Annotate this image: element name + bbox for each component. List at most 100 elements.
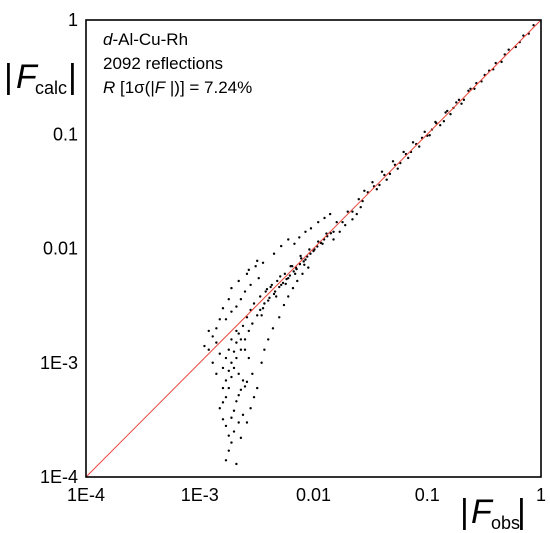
data-point — [263, 302, 266, 305]
data-point — [256, 259, 259, 263]
data-point — [317, 240, 320, 243]
y-tick-label: 1E-3 — [40, 353, 78, 373]
data-point — [224, 356, 228, 360]
data-point — [237, 372, 240, 376]
data-point — [221, 307, 225, 310]
data-point — [500, 60, 503, 64]
data-point — [272, 292, 276, 296]
y-tick-label: 0.01 — [43, 239, 78, 259]
data-point — [221, 386, 225, 390]
data-point — [309, 227, 313, 230]
data-point — [329, 232, 333, 235]
plot-frame — [85, 19, 542, 478]
data-point — [215, 327, 218, 330]
data-point — [218, 407, 221, 410]
data-point — [296, 279, 299, 283]
reference-line — [85, 19, 542, 478]
data-point — [211, 361, 214, 364]
data-point — [302, 260, 305, 263]
data-point — [279, 275, 282, 278]
r-end: |)] = 7.24% — [165, 78, 252, 97]
data-point — [263, 348, 266, 351]
data-point — [455, 101, 458, 104]
data-point — [239, 388, 243, 391]
data-point — [249, 283, 252, 287]
data-point — [227, 434, 230, 437]
data-point — [359, 205, 362, 209]
data-point — [239, 297, 243, 301]
x-tick-label: 1E-4 — [67, 485, 105, 505]
data-point — [494, 61, 497, 65]
data-point — [281, 281, 285, 285]
data-point — [271, 327, 275, 330]
data-point — [221, 366, 225, 370]
data-point — [227, 348, 230, 351]
data-point — [241, 324, 245, 328]
data-point — [434, 120, 437, 124]
data-point — [237, 332, 240, 335]
data-point — [260, 314, 263, 317]
y-tick-label: 0.1 — [53, 124, 78, 144]
data-point — [317, 220, 320, 224]
x-label-bar-right: | — [517, 493, 526, 531]
data-point — [383, 173, 386, 177]
x-label-sub: obs — [491, 513, 520, 533]
data-point — [245, 316, 249, 319]
compound-annotation: d-Al-Cu-Rh — [103, 30, 188, 49]
data-point — [243, 338, 247, 341]
data-point — [355, 212, 358, 216]
data-point — [338, 230, 341, 234]
data-point — [239, 338, 243, 341]
y-label-bar-right: | — [68, 58, 77, 96]
x-label-bar-left: | — [460, 493, 469, 531]
data-point — [278, 316, 281, 319]
data-point — [227, 449, 230, 452]
data-point — [328, 212, 332, 216]
r-label: R — [103, 78, 115, 97]
data-point — [215, 341, 218, 344]
data-point — [264, 290, 267, 293]
data-point — [249, 407, 252, 410]
data-point — [230, 361, 233, 364]
data-point — [279, 283, 283, 287]
data-point — [227, 369, 230, 373]
data-point — [532, 24, 535, 27]
data-point — [251, 372, 254, 376]
data-point — [207, 329, 210, 333]
data-point — [385, 178, 388, 181]
data-point — [300, 257, 303, 260]
data-point — [380, 170, 384, 173]
data-point — [227, 386, 230, 390]
data-point — [444, 111, 447, 114]
y-label-main: F — [16, 58, 39, 96]
data-point — [267, 338, 270, 341]
data-point — [442, 120, 446, 123]
data-point — [239, 348, 243, 351]
data-point — [245, 421, 249, 424]
data-point — [232, 430, 236, 433]
data-point — [423, 130, 426, 134]
data-point — [467, 89, 470, 93]
data-point — [241, 413, 245, 417]
data-point — [278, 285, 281, 289]
data-point — [299, 254, 302, 258]
data-point — [391, 160, 395, 163]
data-point — [256, 386, 259, 390]
data-point — [291, 286, 295, 290]
data-point — [522, 34, 525, 37]
x-tick-label: 0.1 — [415, 485, 440, 505]
data-point — [269, 285, 272, 289]
data-point — [439, 124, 442, 127]
data-point — [235, 329, 238, 333]
data-point — [261, 307, 265, 310]
data-point — [224, 395, 228, 399]
x-label-main: F — [471, 493, 494, 531]
data-point — [230, 310, 233, 313]
data-point — [287, 238, 290, 241]
data-point — [224, 459, 228, 462]
data-point — [462, 98, 466, 102]
y-axis-label: | F calc | — [4, 58, 77, 98]
data-point — [239, 436, 243, 440]
data-point — [237, 393, 240, 397]
data-point — [215, 372, 218, 376]
